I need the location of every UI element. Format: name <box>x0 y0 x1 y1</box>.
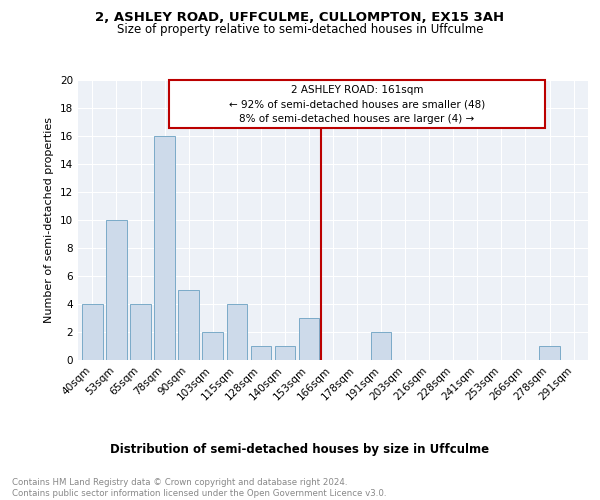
Bar <box>130 304 151 360</box>
Text: 2 ASHLEY ROAD: 161sqm: 2 ASHLEY ROAD: 161sqm <box>291 84 424 94</box>
Bar <box>371 332 391 360</box>
Bar <box>539 346 560 360</box>
Bar <box>275 346 295 360</box>
Y-axis label: Number of semi-detached properties: Number of semi-detached properties <box>44 117 55 323</box>
Bar <box>227 304 247 360</box>
Bar <box>178 290 199 360</box>
Text: 2, ASHLEY ROAD, UFFCULME, CULLOMPTON, EX15 3AH: 2, ASHLEY ROAD, UFFCULME, CULLOMPTON, EX… <box>95 11 505 24</box>
Text: Distribution of semi-detached houses by size in Uffculme: Distribution of semi-detached houses by … <box>110 442 490 456</box>
Text: ← 92% of semi-detached houses are smaller (48): ← 92% of semi-detached houses are smalle… <box>229 100 485 110</box>
Bar <box>251 346 271 360</box>
Bar <box>202 332 223 360</box>
Bar <box>299 318 319 360</box>
Bar <box>106 220 127 360</box>
Text: Size of property relative to semi-detached houses in Uffculme: Size of property relative to semi-detach… <box>117 22 483 36</box>
Bar <box>154 136 175 360</box>
Text: Contains HM Land Registry data © Crown copyright and database right 2024.
Contai: Contains HM Land Registry data © Crown c… <box>12 478 386 498</box>
Text: 8% of semi-detached houses are larger (4) →: 8% of semi-detached houses are larger (4… <box>239 114 475 124</box>
FancyBboxPatch shape <box>169 80 545 128</box>
Bar <box>82 304 103 360</box>
